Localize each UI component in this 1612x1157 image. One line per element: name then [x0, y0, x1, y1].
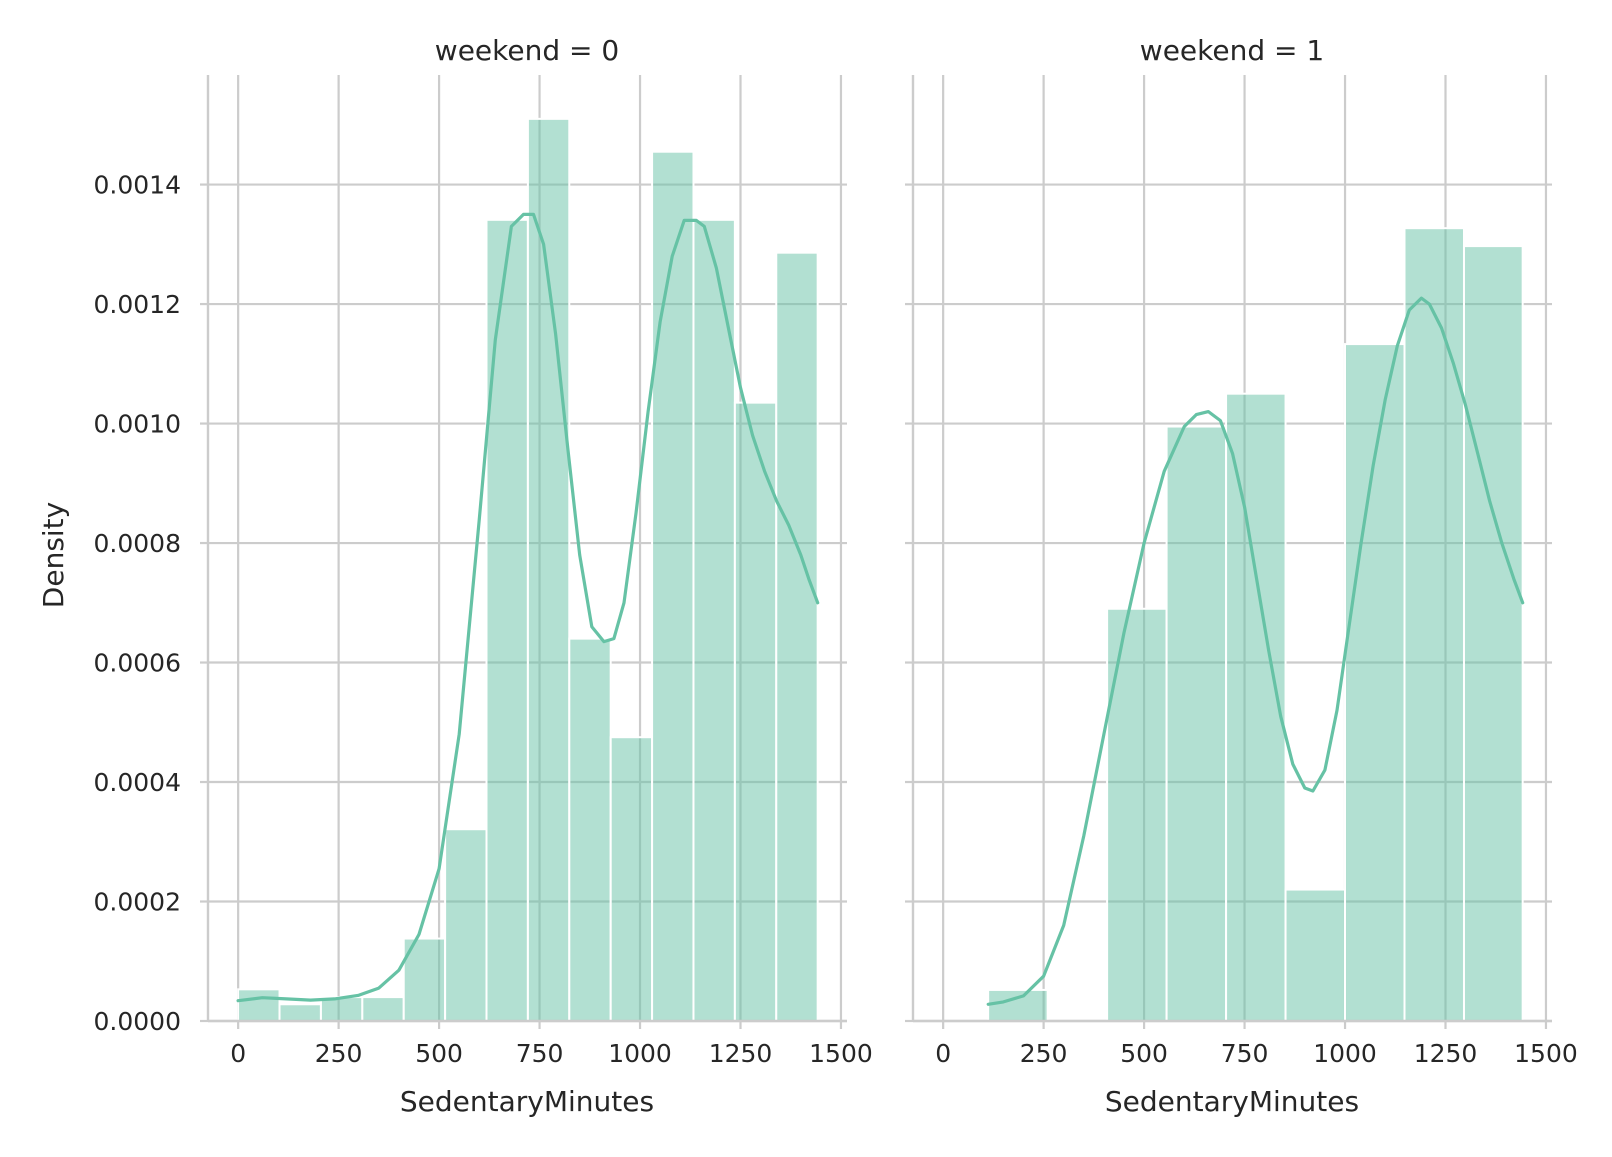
x-tick-label: 250	[315, 1039, 363, 1068]
histogram-bar	[1462, 245, 1524, 1022]
histogram-bar	[609, 736, 654, 1023]
panel-weekend-1: 0 250 500 750 1000 1250 1500 weekend = 1 Sedenta…	[905, 34, 1578, 1118]
histogram-bar	[987, 988, 1049, 1023]
y-tick-label: 0.0010	[94, 410, 181, 439]
histogram-bar	[237, 988, 281, 1022]
histogram-bar	[1284, 888, 1347, 1023]
x-tick-label: 1500	[1514, 1039, 1578, 1068]
x-axis-ticks: 0 250 500 750 1000 1250 1500	[935, 1021, 1578, 1068]
histogram-bar	[651, 150, 695, 1022]
x-axis-label: SedentaryMinutes	[1105, 1085, 1359, 1118]
x-tick-label: 500	[415, 1039, 463, 1068]
y-tick-label: 0.0014	[94, 171, 181, 200]
histogram-bars	[987, 227, 1524, 1023]
histogram-bar	[1344, 343, 1406, 1022]
x-tick-label: 1000	[608, 1039, 672, 1068]
y-tick-label: 0.0006	[94, 649, 181, 678]
x-tick-label: 1500	[809, 1039, 873, 1068]
x-tick-label: 250	[1020, 1039, 1068, 1068]
x-tick-label: 750	[516, 1039, 564, 1068]
kde-line	[986, 296, 1525, 1006]
y-tick-label: 0.0004	[94, 768, 181, 797]
x-tick-label: 500	[1120, 1039, 1168, 1068]
y-tick-label: 0.0012	[94, 290, 181, 319]
histogram-bar	[733, 401, 778, 1023]
histogram-bars	[237, 117, 819, 1023]
y-axis-ticks	[905, 183, 913, 1023]
x-axis-ticks: 0 250 500 750 1000 1250 1500	[230, 1021, 873, 1068]
x-tick-label: 0	[935, 1039, 951, 1068]
histogram-bar	[485, 218, 529, 1022]
histogram-bar	[278, 1003, 322, 1022]
x-tick-label: 1250	[709, 1039, 773, 1068]
histogram-bar	[361, 996, 405, 1022]
histogram-bar	[1403, 227, 1465, 1023]
x-axis-label: SedentaryMinutes	[400, 1085, 654, 1118]
y-axis-label: Density	[37, 502, 70, 608]
histogram-bar	[1165, 425, 1228, 1023]
histogram-bar	[692, 218, 736, 1022]
x-tick-label: 750	[1221, 1039, 1269, 1068]
histogram-bar	[1106, 607, 1168, 1022]
kde-line	[236, 212, 820, 1003]
panel-title: weekend = 1	[1140, 34, 1324, 67]
y-tick-label: 0.0002	[94, 888, 181, 917]
y-axis-ticks: 0.0000 0.0002 0.0004 0.0006 0.0008 0.0010 0.00…	[94, 171, 208, 1036]
y-tick-label: 0.0008	[94, 529, 181, 558]
x-tick-label: 1250	[1414, 1039, 1478, 1068]
x-tick-label: 1000	[1313, 1039, 1377, 1068]
histogram-bar	[568, 637, 612, 1022]
histogram-bar	[526, 117, 571, 1022]
x-tick-label: 0	[230, 1039, 246, 1068]
panel-weekend-0: 0 250 500 750 1000 1250 1500 0.0000 0.0002 0.0004…	[94, 34, 873, 1118]
histogram-bar	[775, 251, 819, 1022]
y-tick-label: 0.0000	[94, 1007, 181, 1036]
histogram-bar	[1225, 392, 1287, 1023]
histogram-bar	[444, 828, 488, 1022]
panel-title: weekend = 0	[435, 34, 619, 67]
